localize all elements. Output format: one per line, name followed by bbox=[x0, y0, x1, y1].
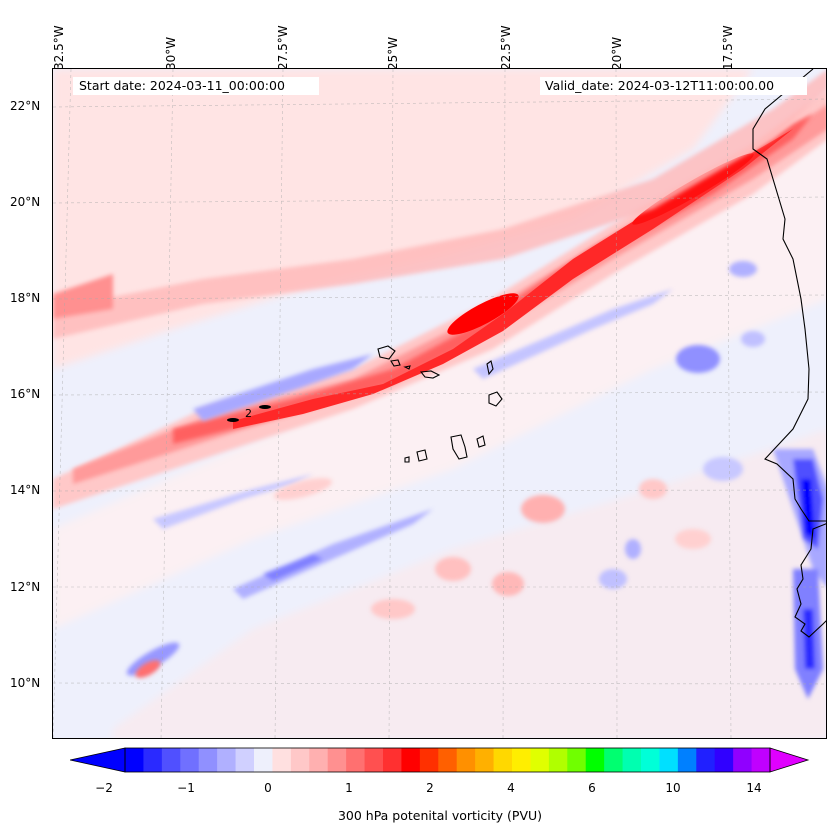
colorbar bbox=[70, 747, 810, 773]
lat-label: 10°N bbox=[10, 676, 41, 690]
colorbar-cell bbox=[493, 748, 513, 772]
colorbar-cell bbox=[696, 748, 716, 772]
colorbar-cell bbox=[309, 748, 329, 772]
colorbar-max-extension bbox=[769, 747, 810, 773]
colorbar-cell bbox=[254, 748, 273, 772]
colorbar-tick: 14 bbox=[746, 781, 762, 795]
colorbar-cell bbox=[198, 748, 218, 772]
start-date-label: Start date: 2024-03-11_00:00:00 bbox=[73, 77, 319, 95]
colorbar-cell bbox=[290, 748, 310, 772]
island-sao-nicolau bbox=[419, 370, 441, 379]
colorbar-tick: −1 bbox=[177, 781, 195, 795]
colorbar-cell bbox=[604, 748, 624, 772]
pv-scattered-blobs bbox=[135, 478, 711, 678]
colorbar-cell bbox=[714, 748, 734, 772]
colorbar-cell bbox=[475, 748, 495, 772]
colorbar-cell bbox=[346, 748, 366, 772]
colorbar-tick: 2 bbox=[426, 781, 434, 795]
lon-label: 27.5°W bbox=[276, 25, 290, 70]
map-area[interactable]: 2 bbox=[52, 68, 827, 739]
island-brava bbox=[404, 456, 410, 463]
island-fogo bbox=[416, 449, 428, 462]
colorbar-tick: 6 bbox=[588, 781, 596, 795]
pv-field-map: 2 bbox=[53, 69, 826, 738]
island-maio bbox=[476, 435, 486, 448]
lat-label: 18°N bbox=[10, 291, 41, 305]
island-sal bbox=[486, 360, 494, 376]
colorbar-cell bbox=[456, 748, 476, 772]
colorbar-cell bbox=[272, 748, 292, 772]
colorbar-cell bbox=[217, 748, 237, 772]
lat-label: 22°N bbox=[10, 99, 41, 113]
colorbar-cell bbox=[235, 748, 255, 772]
africa-coast bbox=[752, 69, 826, 638]
contour-label: 2 bbox=[245, 407, 252, 420]
valid-date-label: Valid_date: 2024-03-12T11:00:00.00 bbox=[540, 77, 807, 95]
colorbar-tick: −2 bbox=[95, 781, 113, 795]
lat-label: 16°N bbox=[10, 387, 41, 401]
colorbar-cell bbox=[125, 748, 144, 772]
colorbar-cell bbox=[419, 748, 439, 772]
lat-label: 12°N bbox=[10, 580, 41, 594]
colorbar-cell bbox=[585, 748, 605, 772]
colorbar-cell bbox=[401, 748, 421, 772]
colorbar-tick: 10 bbox=[665, 781, 681, 795]
colorbar-cell bbox=[641, 748, 660, 772]
colorbar-min-extension bbox=[70, 747, 126, 773]
colorbar-cell bbox=[161, 748, 181, 772]
colorbar-cell bbox=[180, 748, 200, 772]
colorbar-cells bbox=[125, 748, 771, 772]
lon-label: 17.5°W bbox=[721, 25, 735, 70]
colorbar-cell bbox=[677, 748, 697, 772]
colorbar-tick: 0 bbox=[264, 781, 272, 795]
colorbar-cell bbox=[548, 748, 568, 772]
island-santiago bbox=[450, 434, 468, 460]
island-boa-vista bbox=[488, 391, 503, 407]
colorbar-cell bbox=[364, 748, 384, 772]
colorbar-cell bbox=[512, 748, 531, 772]
island-santa-luzia bbox=[403, 365, 411, 370]
lon-label: 20°W bbox=[610, 36, 624, 70]
colorbar-tick: 1 bbox=[345, 781, 353, 795]
pv-2-contours bbox=[227, 405, 271, 422]
pv-negative-streaks bbox=[126, 261, 765, 676]
colorbar-cell bbox=[659, 748, 679, 772]
colorbar-cell bbox=[751, 748, 771, 772]
lat-label: 14°N bbox=[10, 483, 41, 497]
colorbar-cell bbox=[143, 748, 163, 772]
colorbar-label: 300 hPa potenital vorticity (PVU) bbox=[337, 808, 543, 823]
island-sao-vicente bbox=[390, 359, 401, 367]
lon-label: 22.5°W bbox=[499, 25, 513, 70]
lon-label: 30°W bbox=[164, 36, 178, 70]
colorbar-tick: 4 bbox=[507, 781, 515, 795]
island-santo-antao bbox=[377, 345, 396, 360]
colorbar-cell bbox=[733, 748, 753, 772]
lon-label: 25°W bbox=[386, 36, 400, 70]
graticule bbox=[53, 69, 826, 738]
colorbar-cell bbox=[438, 748, 458, 772]
colorbar-cell bbox=[327, 748, 347, 772]
colorbar-cell bbox=[383, 748, 402, 772]
coastlines bbox=[377, 69, 826, 638]
colorbar-cell bbox=[530, 748, 550, 772]
lon-label: 32.5°W bbox=[52, 25, 66, 70]
colorbar-cell bbox=[622, 748, 642, 772]
lat-label: 20°N bbox=[10, 195, 41, 209]
pv-upper-band bbox=[53, 70, 826, 339]
colorbar-cell bbox=[567, 748, 587, 772]
